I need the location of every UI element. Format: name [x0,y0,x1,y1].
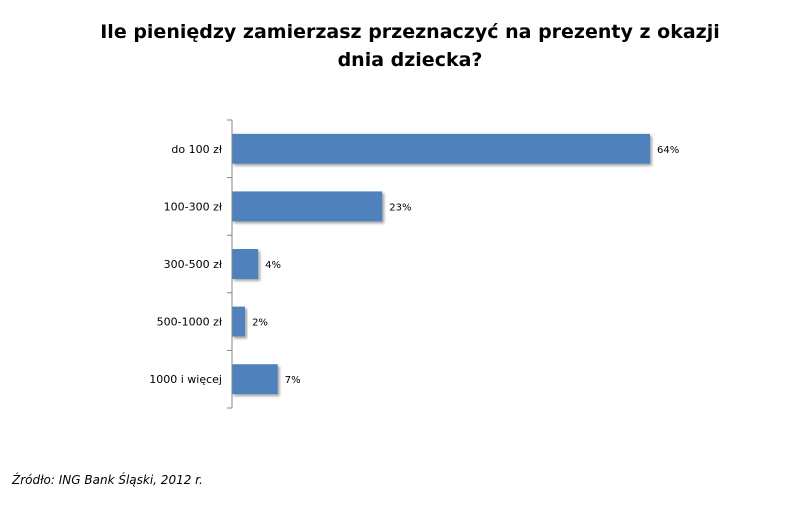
category-label: 300-500 zł [164,258,223,271]
bar [232,306,246,337]
bar [232,364,278,395]
source-note: Źródło: ING Bank Śląski, 2012 r. [12,473,203,487]
category-label: 100-300 zł [164,200,223,213]
chart-title: Ile pieniędzy zamierzasz przeznaczyć na … [100,21,720,71]
bar [232,191,383,222]
value-label: 4% [265,260,281,271]
value-label: 2% [252,318,268,329]
value-label: 23% [389,202,411,213]
value-label: 64% [657,145,679,156]
value-label: 7% [285,375,301,386]
bar [232,249,259,279]
category-label: 1000 i więcej [149,373,222,386]
category-label: do 100 zł [171,143,222,156]
bar [232,133,650,164]
category-label: 500-1000 zł [157,316,223,329]
